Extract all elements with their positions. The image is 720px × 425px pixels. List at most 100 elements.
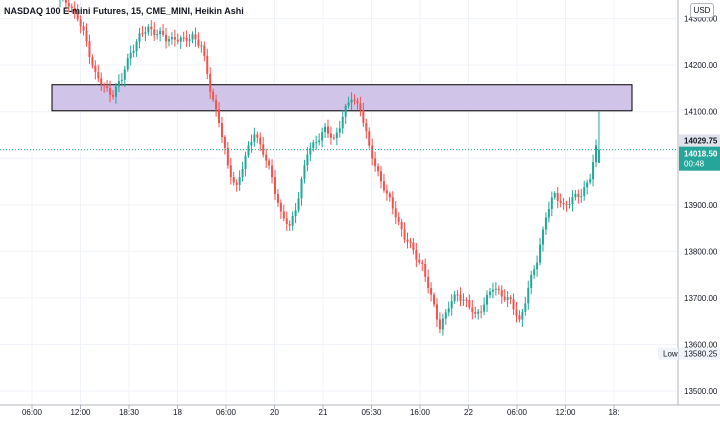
- candle-body: [477, 311, 480, 314]
- candle-body: [67, 2, 70, 7]
- candle-body: [271, 165, 274, 178]
- candle-body: [597, 149, 600, 163]
- candle-body: [321, 132, 324, 141]
- candle-body: [165, 34, 168, 42]
- candle-body: [223, 137, 226, 148]
- candle-body: [185, 37, 188, 41]
- candle-body: [441, 318, 444, 330]
- candle-body: [291, 216, 294, 226]
- x-tick-label: 05:30: [361, 408, 382, 417]
- candle-body: [462, 299, 465, 301]
- candle-body: [438, 319, 441, 330]
- candle-body: [353, 99, 356, 101]
- candle-body: [306, 154, 309, 166]
- candle-body: [403, 229, 406, 240]
- candle-body: [324, 126, 327, 133]
- candle-body: [565, 203, 568, 206]
- x-tick-label: 18: [173, 408, 182, 417]
- candle-body: [338, 128, 341, 133]
- candle-body: [85, 30, 88, 42]
- candle-body: [182, 37, 185, 39]
- candle-body: [232, 177, 235, 183]
- candle-body: [459, 294, 462, 301]
- candle-body: [235, 182, 238, 185]
- candle-body: [268, 160, 271, 166]
- x-tick-label: 06:00: [507, 408, 528, 417]
- candle-body: [117, 81, 120, 87]
- candle-body: [368, 131, 371, 146]
- candle-body: [162, 30, 165, 35]
- candle-body: [300, 179, 303, 199]
- candle-body: [500, 290, 503, 297]
- x-tick-label: 12:00: [70, 408, 91, 417]
- low-price-label: 13580.25: [684, 350, 718, 359]
- y-tick-label: 14300.00: [684, 15, 718, 24]
- candle-body: [109, 88, 112, 95]
- candle-body: [153, 29, 156, 35]
- candle-body: [206, 55, 209, 74]
- candle-body: [553, 193, 556, 198]
- candle-body: [589, 179, 592, 183]
- candle-body: [188, 39, 191, 41]
- candle-body: [100, 78, 103, 85]
- x-tick-label: 20: [270, 408, 279, 417]
- currency-badge[interactable]: USD: [690, 3, 714, 18]
- candle-body: [541, 229, 544, 245]
- y-tick-label: 14200.00: [684, 61, 718, 70]
- candle-body: [288, 224, 291, 226]
- candle-body: [494, 288, 497, 290]
- candle-body: [503, 296, 506, 300]
- candle-body: [550, 197, 553, 210]
- last-price-label: 14018.50: [684, 150, 718, 159]
- candle-body: [583, 187, 586, 197]
- candle-body: [147, 26, 150, 33]
- candle-body: [486, 294, 489, 305]
- last-price-tag: [679, 146, 720, 171]
- candle-body: [424, 263, 427, 277]
- candle-body: [391, 197, 394, 209]
- candle-body: [586, 182, 589, 188]
- candle-body: [238, 177, 241, 185]
- candle-body: [365, 123, 368, 132]
- candle-body: [527, 287, 530, 304]
- candle-body: [309, 148, 312, 155]
- x-tick-label: 22: [464, 408, 473, 417]
- candle-body: [285, 218, 288, 225]
- x-tick-label: 18:30: [119, 408, 140, 417]
- candle-body: [450, 301, 453, 309]
- candle-body: [562, 202, 565, 204]
- candle-body: [371, 145, 374, 159]
- y-tick-label: 14100.00: [684, 108, 718, 117]
- candle-body: [571, 197, 574, 204]
- chart-title: NASDAQ 100 E-mini Futures, 15, CME_MINI,…: [4, 6, 244, 16]
- low-tag-text: Low: [663, 350, 678, 359]
- low-price-box: [679, 347, 720, 360]
- candle-body: [465, 299, 468, 301]
- candle-body: [456, 294, 459, 296]
- countdown-label: 00:48: [684, 160, 705, 169]
- x-tick-label: 12:00: [555, 408, 576, 417]
- candle-body: [144, 32, 147, 34]
- candle-body: [421, 262, 424, 264]
- candle-body: [253, 134, 256, 142]
- candle-body: [197, 39, 200, 46]
- candle-body: [327, 126, 329, 134]
- candle-body: [191, 34, 194, 40]
- candle-body: [382, 181, 385, 191]
- candle-body: [297, 198, 300, 211]
- candle-body: [344, 105, 347, 117]
- supply-zone[interactable]: [51, 84, 633, 112]
- candle-body: [97, 72, 100, 79]
- candle-body: [167, 39, 170, 42]
- candle-body: [303, 165, 306, 180]
- candle-body: [530, 274, 533, 288]
- candle-body: [444, 312, 447, 319]
- x-tick-label: 16:00: [410, 408, 431, 417]
- candle-body: [515, 309, 518, 316]
- candle-body: [76, 11, 79, 20]
- candle-body: [356, 100, 359, 104]
- candle-body: [418, 259, 421, 263]
- y-tick-label: 13600.00: [684, 340, 718, 349]
